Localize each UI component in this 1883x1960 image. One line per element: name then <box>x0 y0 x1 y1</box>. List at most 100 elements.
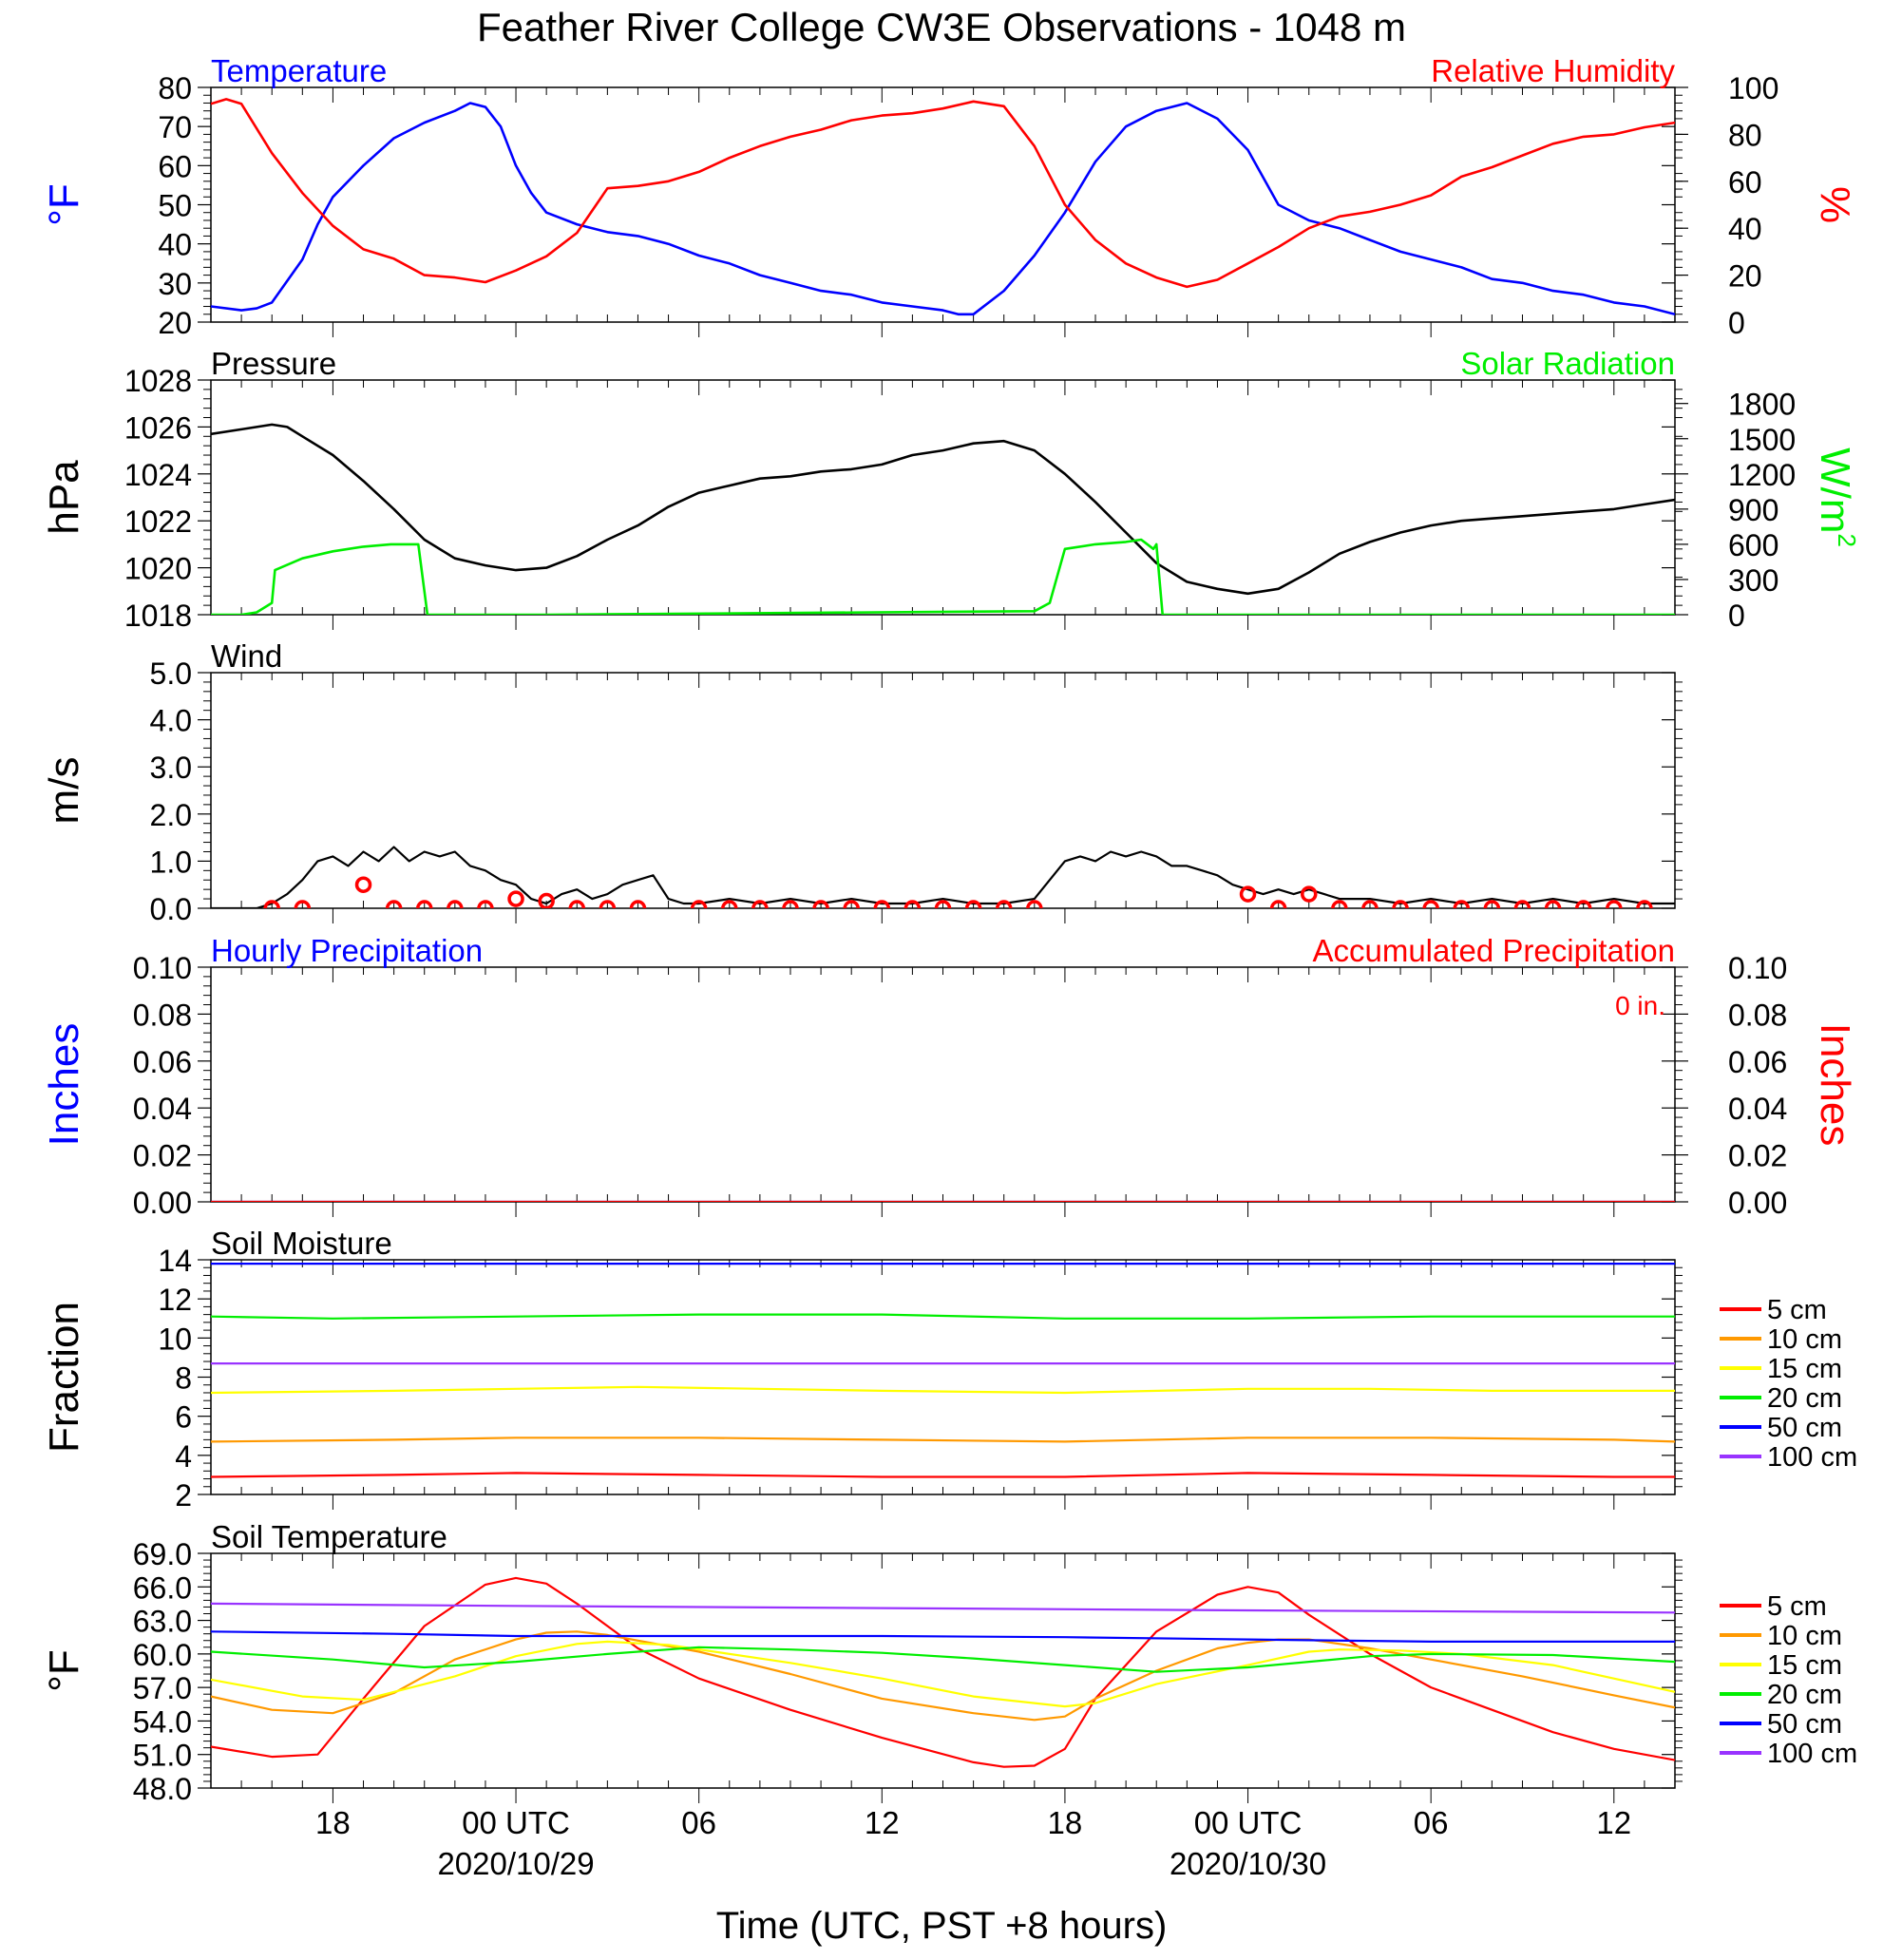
series-line-wind-speed <box>211 846 1675 908</box>
y-right-tick-label: 0.00 <box>1728 1186 1787 1220</box>
accumulated-total-label: 0 in. <box>1615 991 1665 1020</box>
wind-marker <box>843 900 860 908</box>
plot-frame <box>210 86 1676 323</box>
wind-marker <box>1574 900 1592 908</box>
x-tick-label: 00 UTC <box>462 1805 570 1840</box>
wind-marker <box>1392 900 1409 908</box>
y-tick-label: 3.0 <box>150 751 192 785</box>
y-tick-label: 40 <box>158 228 192 262</box>
plot-frame <box>210 1552 1676 1789</box>
series-group <box>211 846 1675 908</box>
series-group <box>211 98 1675 316</box>
wind-marker <box>1544 900 1562 908</box>
wind-marker <box>568 900 585 908</box>
panel-2: 0.0 1.0 2.0 3.0 4.0 5.0 Wind m/s <box>41 638 1683 926</box>
y-right-tick-label: 0 <box>1728 599 1745 633</box>
y-tick-label: 1020 <box>124 552 192 586</box>
x-tick-label: 12 <box>1596 1805 1631 1840</box>
y-tick-label: 69.0 <box>133 1537 192 1571</box>
series-line-10-cm <box>211 1630 1675 1722</box>
y-axis-title-right: % <box>1812 186 1858 223</box>
legend-label: 5 cm <box>1767 1591 1827 1622</box>
series-line-50-cm <box>211 1630 1675 1643</box>
y-axis-title: °F <box>41 1649 87 1691</box>
y-right-tick-label: 80 <box>1728 118 1762 152</box>
y-tick-label: 4 <box>175 1439 192 1474</box>
panel-title-right: Accumulated Precipitation <box>1312 933 1675 968</box>
plot-frame <box>210 672 1676 909</box>
wind-marker <box>1513 900 1531 908</box>
y-right-tick-label: 0 <box>1728 306 1745 340</box>
y-right-tick-label: 1500 <box>1728 423 1796 457</box>
x-tick-label: 00 UTC <box>1194 1805 1303 1840</box>
wind-marker <box>1331 900 1348 908</box>
wind-marker <box>1453 900 1471 908</box>
wind-marker <box>934 900 952 908</box>
legend-label: 50 cm <box>1767 1709 1842 1740</box>
wind-marker <box>263 900 280 908</box>
x-tick-label: 18 <box>315 1805 351 1840</box>
y-axis-title: hPa <box>41 460 87 535</box>
y-tick-label: 57.0 <box>133 1671 192 1705</box>
x-tick-label: 12 <box>865 1805 900 1840</box>
y-tick-label: 0.00 <box>133 1186 192 1220</box>
x-tick-label: 06 <box>681 1805 716 1840</box>
x-axis-labels: 18 00 UTC 2020/10/29 06 12 18 00 UTC 2020/10/30… <box>315 1805 1631 1881</box>
wind-marker <box>294 900 312 908</box>
wind-marker <box>1026 900 1043 908</box>
y-right-tick-label: 0.08 <box>1728 998 1787 1032</box>
series-line-temperature <box>211 102 1675 316</box>
y-tick-label: 1022 <box>124 504 192 539</box>
y-axis-title-right: Inches <box>1812 1023 1858 1147</box>
wind-marker <box>995 900 1013 908</box>
y-tick-label: 5.0 <box>150 657 192 691</box>
y-right-tick-label: 40 <box>1728 212 1762 246</box>
series-group <box>211 1263 1675 1478</box>
plot-frame <box>210 966 1676 1203</box>
legend-label: 100 cm <box>1767 1442 1857 1473</box>
y-tick-label: 0.10 <box>133 951 192 985</box>
y-tick-label: 80 <box>158 71 192 105</box>
y-axis-title-right: W/m2 <box>1812 447 1861 547</box>
panel-0: 20 30 40 50 60 70 80 0 20 40 60 80 100 Temperature Rel… <box>41 53 1858 340</box>
y-axis-title-right-exponent: 2 <box>1833 533 1861 546</box>
y-tick-label: 0.02 <box>133 1139 192 1173</box>
y-tick-label: 1.0 <box>150 845 192 879</box>
y-axis-title-right-base: W/m <box>1812 447 1858 533</box>
x-tick-date: 2020/10/29 <box>437 1846 594 1881</box>
series-line-15-cm <box>211 1640 1675 1708</box>
y-tick-label: 51.0 <box>133 1739 192 1773</box>
legend-label: 20 cm <box>1767 1680 1842 1710</box>
wind-marker <box>415 900 433 908</box>
y-tick-label: 12 <box>158 1283 192 1317</box>
y-right-tick-label: 100 <box>1728 71 1778 105</box>
wind-marker <box>477 900 494 908</box>
y-tick-label: 8 <box>175 1361 192 1396</box>
wind-marker <box>751 900 769 908</box>
series-group <box>211 1576 1675 1768</box>
wind-marker <box>690 900 708 908</box>
wind-marker <box>812 900 829 908</box>
y-right-tick-label: 900 <box>1728 493 1778 527</box>
x-tick-label: 18 <box>1048 1805 1083 1840</box>
y-tick-label: 4.0 <box>150 704 192 738</box>
legend-label: 15 cm <box>1767 1354 1842 1384</box>
y-axis-title: Fraction <box>41 1302 87 1453</box>
panel-title-left: Pressure <box>211 346 336 381</box>
wind-marker <box>1636 900 1653 908</box>
series-line-20-cm <box>211 1646 1675 1673</box>
y-tick-label: 2.0 <box>150 798 192 832</box>
wind-marker <box>782 900 799 908</box>
series-group <box>211 423 1675 615</box>
wind-marker <box>599 900 617 908</box>
wind-marker <box>1606 900 1623 908</box>
y-right-tick-label: 600 <box>1728 528 1778 562</box>
series-line-pressure <box>211 423 1675 596</box>
panel-3: 0.00 0.02 0.04 0.06 0.08 0.10 0.00 0.02 0.04 0.06… <box>41 933 1858 1220</box>
wind-marker <box>447 900 464 908</box>
series-line-relative-humidity <box>211 98 1675 289</box>
